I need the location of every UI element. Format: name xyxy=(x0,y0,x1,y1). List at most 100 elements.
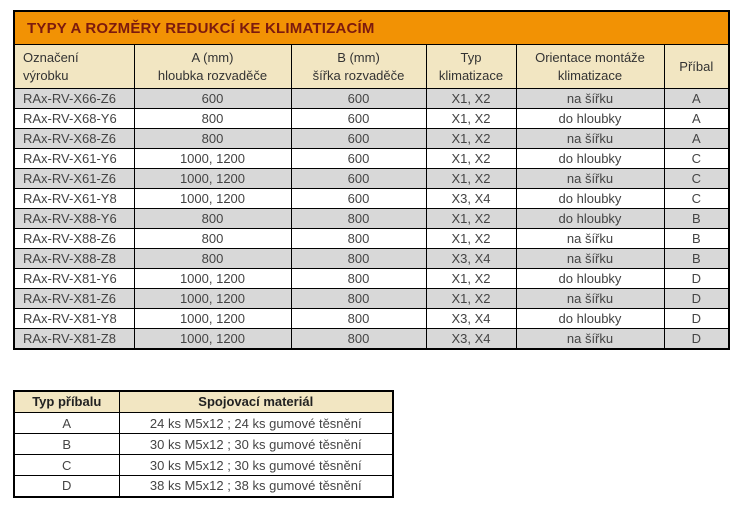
width-b-cell: 600 xyxy=(290,188,427,209)
column-header-mount-orientation: Orientace montáže klimatizace xyxy=(515,44,665,89)
table-row: RAx-RV-X81-Y8 1000, 1200 800 X3, X4 do hloub… xyxy=(13,308,730,329)
product-code-cell: RAx-RV-X61-Z6 xyxy=(13,168,135,189)
table-row: RAx-RV-X88-Z6 800 800 X1, X2 na šířku B xyxy=(13,228,730,249)
product-code-cell: RAx-RV-X88-Y6 xyxy=(13,208,135,229)
width-b-cell: 600 xyxy=(290,148,427,169)
main-header-row: Označení výrobku A (mm) hloubka rozvaděč… xyxy=(13,44,730,89)
pack-type-cell: A xyxy=(13,412,120,434)
table-row: D 38 ks M5x12 ; 38 ks gumové těsnění xyxy=(13,475,394,497)
table-row: RAx-RV-X68-Z6 800 600 X1, X2 na šířku A xyxy=(13,128,730,149)
column-header-joining-material: Spojovací materiál xyxy=(118,390,394,413)
product-code-cell: RAx-RV-X81-Y6 xyxy=(13,268,135,289)
accessory-pack-cell: C xyxy=(663,148,730,169)
depth-a-cell: 800 xyxy=(133,128,292,149)
ac-type-cell: X1, X2 xyxy=(425,108,517,129)
product-code-cell: RAx-RV-X81-Z6 xyxy=(13,288,135,309)
mount-orientation-cell: do hloubky xyxy=(515,108,665,129)
ac-type-cell: X3, X4 xyxy=(425,308,517,329)
product-code-cell: RAx-RV-X88-Z8 xyxy=(13,248,135,269)
depth-a-cell: 1000, 1200 xyxy=(133,328,292,349)
width-b-cell: 600 xyxy=(290,108,427,129)
mount-orientation-cell: do hloubky xyxy=(515,208,665,229)
main-table-body: RAx-RV-X66-Z6 600 600 X1, X2 na šířku A RAx-RV… xyxy=(13,88,730,349)
accessory-pack-cell: A xyxy=(663,108,730,129)
mount-orientation-cell: do hloubky xyxy=(515,148,665,169)
width-b-cell: 800 xyxy=(290,248,427,269)
table-row: RAx-RV-X88-Y6 800 800 X1, X2 do hloubky B xyxy=(13,208,730,229)
accessory-header-row: Typ příbalu Spojovací materiál xyxy=(13,390,394,413)
product-code-cell: RAx-RV-X66-Z6 xyxy=(13,88,135,109)
depth-a-cell: 800 xyxy=(133,228,292,249)
depth-a-cell: 1000, 1200 xyxy=(133,308,292,329)
pack-type-cell: D xyxy=(13,475,120,497)
ac-type-cell: X1, X2 xyxy=(425,268,517,289)
ac-type-cell: X1, X2 xyxy=(425,128,517,149)
accessory-pack-cell: B xyxy=(663,228,730,249)
accessory-pack-cell: A xyxy=(663,128,730,149)
product-code-cell: RAx-RV-X88-Z6 xyxy=(13,228,135,249)
ac-type-cell: X1, X2 xyxy=(425,228,517,249)
depth-a-cell: 600 xyxy=(133,88,292,109)
product-code-cell: RAx-RV-X81-Z8 xyxy=(13,328,135,349)
mount-orientation-cell: na šířku xyxy=(515,128,665,149)
depth-a-cell: 1000, 1200 xyxy=(133,148,292,169)
ac-type-cell: X1, X2 xyxy=(425,148,517,169)
width-b-cell: 800 xyxy=(290,288,427,309)
title-row: TYPY A ROZMĚRY REDUKCÍ KE KLIMATIZACÍM xyxy=(13,10,730,45)
accessory-pack-cell: B xyxy=(663,248,730,269)
joining-material-cell: 24 ks M5x12 ; 24 ks gumové těsnění xyxy=(118,412,394,434)
product-code-cell: RAx-RV-X68-Z6 xyxy=(13,128,135,149)
width-b-cell: 800 xyxy=(290,268,427,289)
accessory-pack-cell: D xyxy=(663,328,730,349)
accessory-pack-cell: D xyxy=(663,268,730,289)
depth-a-cell: 800 xyxy=(133,208,292,229)
mount-orientation-cell: do hloubky xyxy=(515,268,665,289)
table-row: RAx-RV-X68-Y6 800 600 X1, X2 do hloubky A xyxy=(13,108,730,129)
table-row: RAx-RV-X61-Y6 1000, 1200 600 X1, X2 do hloub… xyxy=(13,148,730,169)
main-table: TYPY A ROZMĚRY REDUKCÍ KE KLIMATIZACÍM O… xyxy=(13,10,731,350)
table-row: C 30 ks M5x12 ; 30 ks gumové těsnění xyxy=(13,454,394,476)
table-row: RAx-RV-X81-Z6 1000, 1200 800 X1, X2 na šířku… xyxy=(13,288,730,309)
accessory-pack-cell: B xyxy=(663,208,730,229)
ac-type-cell: X1, X2 xyxy=(425,168,517,189)
product-code-cell: RAx-RV-X61-Y6 xyxy=(13,148,135,169)
mount-orientation-cell: na šířku xyxy=(515,168,665,189)
column-header-product-code: Označení výrobku xyxy=(13,44,135,89)
column-header-accessory-pack: Příbal xyxy=(663,44,730,89)
table-row: A 24 ks M5x12 ; 24 ks gumové těsnění xyxy=(13,412,394,434)
column-header-width-b: B (mm) šířka rozvaděče xyxy=(290,44,427,89)
mount-orientation-cell: na šířku xyxy=(515,248,665,269)
table-row: B 30 ks M5x12 ; 30 ks gumové těsnění xyxy=(13,433,394,455)
ac-type-cell: X3, X4 xyxy=(425,188,517,209)
table-row: RAx-RV-X88-Z8 800 800 X3, X4 na šířku B xyxy=(13,248,730,269)
pack-type-cell: B xyxy=(13,433,120,455)
width-b-cell: 800 xyxy=(290,208,427,229)
width-b-cell: 600 xyxy=(290,128,427,149)
table-row: RAx-RV-X61-Z6 1000, 1200 600 X1, X2 na šířku… xyxy=(13,168,730,189)
width-b-cell: 800 xyxy=(290,328,427,349)
accessory-pack-cell: C xyxy=(663,168,730,189)
depth-a-cell: 800 xyxy=(133,248,292,269)
column-header-depth-a: A (mm) hloubka rozvaděče xyxy=(133,44,292,89)
pack-type-cell: C xyxy=(13,454,120,476)
depth-a-cell: 1000, 1200 xyxy=(133,188,292,209)
mount-orientation-cell: na šířku xyxy=(515,328,665,349)
accessory-pack-cell: D xyxy=(663,308,730,329)
column-header-ac-type: Typ klimatizace xyxy=(425,44,517,89)
mount-orientation-cell: na šířku xyxy=(515,228,665,249)
accessory-pack-cell: D xyxy=(663,288,730,309)
page: TYPY A ROZMĚRY REDUKCÍ KE KLIMATIZACÍM O… xyxy=(13,10,731,498)
width-b-cell: 600 xyxy=(290,168,427,189)
depth-a-cell: 1000, 1200 xyxy=(133,168,292,189)
ac-type-cell: X1, X2 xyxy=(425,208,517,229)
joining-material-cell: 30 ks M5x12 ; 30 ks gumové těsnění xyxy=(118,454,394,476)
ac-type-cell: X1, X2 xyxy=(425,88,517,109)
ac-type-cell: X3, X4 xyxy=(425,328,517,349)
depth-a-cell: 800 xyxy=(133,108,292,129)
ac-type-cell: X1, X2 xyxy=(425,288,517,309)
table-row: RAx-RV-X66-Z6 600 600 X1, X2 na šířku A xyxy=(13,88,730,109)
main-table-title: TYPY A ROZMĚRY REDUKCÍ KE KLIMATIZACÍM xyxy=(13,10,730,45)
column-header-pack-type: Typ příbalu xyxy=(13,390,120,413)
product-code-cell: RAx-RV-X81-Y8 xyxy=(13,308,135,329)
product-code-cell: RAx-RV-X61-Y8 xyxy=(13,188,135,209)
